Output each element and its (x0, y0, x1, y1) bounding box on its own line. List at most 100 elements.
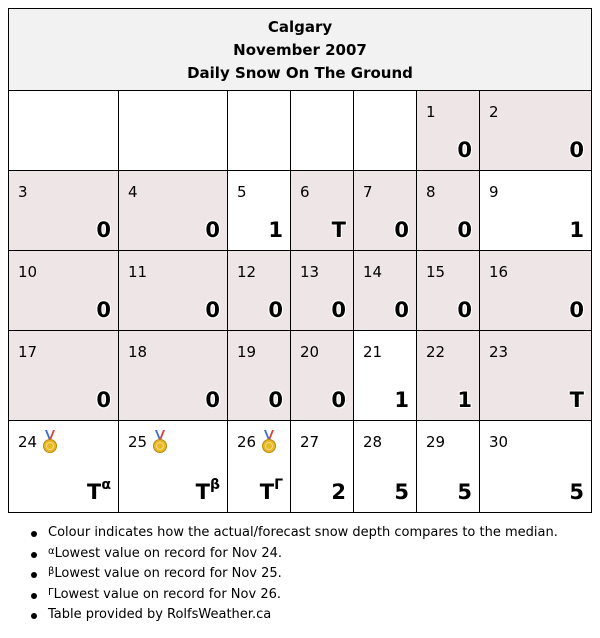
day-cell: 27 2 (291, 421, 354, 512)
day-number: 19 (237, 343, 257, 361)
medal-icon (42, 430, 58, 454)
snow-depth-value: 1 (569, 218, 584, 242)
empty-cell (9, 91, 119, 171)
day-number: 26 (237, 433, 257, 451)
snow-depth-value: 0 (394, 218, 409, 242)
day-number: 20 (300, 343, 320, 361)
day-cell: 20 0 (291, 331, 354, 421)
snow-depth-value: 1 (394, 388, 409, 412)
day-cell: 10 0 (9, 251, 119, 331)
note-text: Lowest value on record for Nov 25. (54, 566, 282, 581)
day-number: 7 (363, 183, 373, 201)
snow-calendar: Calgary November 2007 Daily Snow On The … (8, 8, 592, 513)
day-cell: 16 0 (480, 251, 591, 331)
day-cell: 15 0 (417, 251, 480, 331)
day-number: 18 (128, 343, 148, 361)
bullet-icon (31, 531, 37, 537)
note-text: Colour indicates how the actual/forecast… (48, 525, 558, 540)
snow-depth-value: Tβ (195, 477, 220, 504)
day-number: 10 (18, 263, 38, 281)
day-number: 30 (489, 433, 509, 451)
footnote-marker: Γ (274, 477, 283, 493)
day-cell: 23 T (480, 331, 591, 421)
note-item: ΓLowest value on record for Nov 26. (0, 585, 600, 606)
snow-depth-value: 5 (394, 480, 409, 504)
day-cell: 29 5 (417, 421, 480, 512)
snow-depth-value: 0 (394, 298, 409, 322)
day-cell: 11 0 (119, 251, 228, 331)
day-number: 16 (489, 263, 509, 281)
day-number: 3 (18, 183, 28, 201)
note-footnote-marker: Γ (48, 586, 54, 598)
snow-depth-value: 0 (457, 298, 472, 322)
day-number: 11 (128, 263, 148, 281)
day-cell: 22 1 (417, 331, 480, 421)
note-footnote-marker: β (48, 566, 55, 577)
bullet-icon (31, 551, 37, 558)
snow-depth-value: 0 (96, 218, 111, 242)
note-item: Colour indicates how the actual/forecast… (0, 523, 600, 544)
bullet-icon (31, 592, 37, 599)
day-number: 1 (426, 103, 436, 121)
day-number: 2 (489, 103, 499, 121)
snow-depth-value: 5 (457, 480, 472, 504)
day-number: 12 (237, 263, 257, 281)
day-number: 4 (128, 183, 138, 201)
day-number: 22 (426, 343, 446, 361)
note-item: αLowest value on record for Nov 24. (0, 544, 600, 565)
snow-depth-value: 0 (268, 388, 283, 412)
day-number: 13 (300, 263, 320, 281)
note-text: Lowest value on record for Nov 24. (54, 545, 283, 561)
day-cell: 14 0 (354, 251, 417, 331)
day-cell: 26 TΓ (228, 421, 291, 512)
snow-depth-value: T (331, 218, 346, 242)
snow-depth-value: 0 (205, 218, 220, 242)
day-number: 25 (128, 433, 148, 451)
calendar-header: Calgary November 2007 Daily Snow On The … (9, 9, 591, 91)
note-text: Table provided by RolfsWeather.ca (48, 607, 272, 622)
day-cell: 19 0 (228, 331, 291, 421)
snow-depth-value: 0 (331, 298, 346, 322)
snow-depth-value: 0 (569, 138, 584, 162)
day-cell: 12 0 (228, 251, 291, 331)
snow-depth-value: 0 (96, 388, 111, 412)
day-number: 5 (237, 183, 247, 201)
empty-cell (119, 91, 228, 171)
note-item: βLowest value on record for Nov 25. (0, 564, 600, 585)
snow-depth-value: T (569, 388, 584, 412)
day-number: 28 (363, 433, 383, 451)
snow-depth-value: 0 (457, 138, 472, 162)
snow-depth-value: 0 (205, 298, 220, 322)
snow-depth-value: TΓ (259, 477, 283, 504)
snow-depth-value: 1 (268, 218, 283, 242)
note-item: Table provided by RolfsWeather.ca (0, 605, 600, 626)
notes-list: Colour indicates how the actual/forecast… (0, 523, 600, 626)
day-cell: 18 0 (119, 331, 228, 421)
empty-cell (228, 91, 291, 171)
empty-cell (291, 91, 354, 171)
month-title: November 2007 (233, 41, 367, 59)
chart-title: Daily Snow On The Ground (187, 64, 413, 82)
day-number: 6 (300, 183, 310, 201)
day-number: 27 (300, 433, 320, 451)
day-cell: 28 5 (354, 421, 417, 512)
day-cell: 13 0 (291, 251, 354, 331)
day-number: 8 (426, 183, 436, 201)
snow-depth-value: 0 (569, 298, 584, 322)
bullet-icon (31, 613, 37, 619)
day-number: 24 (18, 433, 38, 451)
medal-icon (261, 430, 277, 454)
day-number: 29 (426, 433, 446, 451)
footnote-marker: β (209, 477, 220, 493)
day-cell: 21 1 (354, 331, 417, 421)
day-number: 14 (363, 263, 383, 281)
day-cell: 25 Tβ (119, 421, 228, 512)
